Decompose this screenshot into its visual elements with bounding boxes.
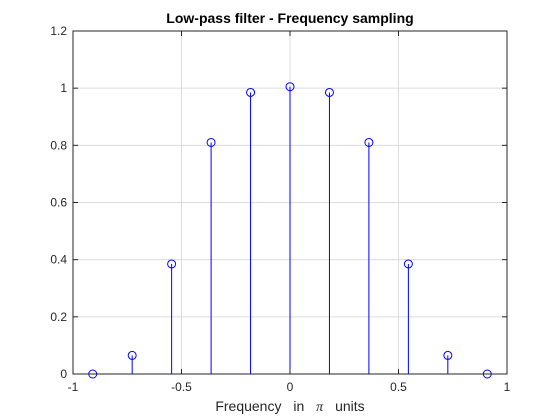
axis-ticks: -1 -0.5 0 0.5 1 0 0.2 0.4 0.6 0.8 1 1.2	[50, 24, 510, 394]
stem-marker	[127, 350, 137, 360]
chart-title: Low-pass filter - Frequency sampling	[166, 10, 413, 26]
y-tick-label: 0.2	[50, 310, 67, 324]
y-tick-label: 1	[60, 81, 67, 95]
x-tick-label: -0.5	[171, 380, 192, 394]
y-tick-label: 1.2	[50, 24, 67, 38]
stem-marker	[285, 82, 295, 92]
x-tick-label: 0.5	[390, 380, 407, 394]
y-tick-label: 0	[60, 367, 67, 381]
x-tick-label: 1	[504, 380, 511, 394]
x-tick-label: 0	[287, 380, 294, 394]
stem-series	[88, 82, 492, 379]
x-axis-label-word-1: Frequency	[215, 398, 281, 414]
stem-marker	[167, 259, 177, 269]
x-tick-label: -1	[68, 380, 79, 394]
stem-marker	[443, 350, 453, 360]
x-axis-label-pi: π	[316, 400, 324, 415]
y-tick-label: 0.6	[50, 196, 67, 210]
x-axis-label-word-2: in	[293, 398, 304, 414]
stem-marker	[364, 137, 374, 147]
stem-marker	[246, 87, 256, 97]
y-tick-label: 0.8	[50, 138, 67, 152]
stem-marker	[206, 137, 216, 147]
x-axis-label-word-3: units	[335, 398, 365, 414]
y-tick-label: 0.4	[50, 253, 67, 267]
stem-marker	[324, 87, 334, 97]
x-axis-label: Frequency in π units	[215, 398, 364, 415]
stem-marker	[403, 259, 413, 269]
